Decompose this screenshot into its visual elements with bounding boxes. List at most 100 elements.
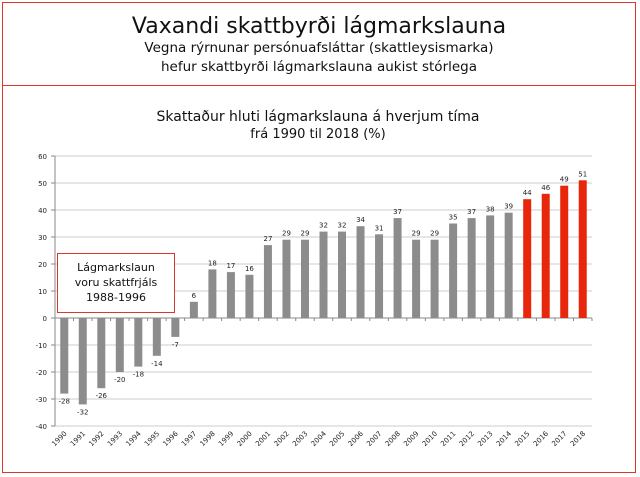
x-tick-label: 1995 (143, 430, 161, 448)
bar (263, 245, 272, 318)
bar (208, 269, 217, 318)
x-tick-label: 2009 (402, 430, 420, 448)
bar (226, 272, 235, 318)
data-label: 18 (208, 259, 217, 267)
data-label: 27 (263, 235, 272, 243)
y-tick-label: 40 (38, 207, 47, 215)
bar (523, 199, 532, 318)
bar (560, 185, 569, 318)
y-tick-label: 50 (38, 180, 47, 188)
slide-header: Vaxandi skattbyrði lágmarkslauna Vegna r… (2, 2, 636, 86)
x-tick-label: 2013 (476, 430, 494, 448)
bar (282, 239, 291, 318)
bar (430, 239, 439, 318)
bar (152, 318, 161, 356)
x-tick-label: 2015 (513, 430, 531, 448)
bar (115, 318, 124, 372)
y-tick-label: -20 (36, 369, 47, 377)
x-tick-label: 2000 (236, 430, 254, 448)
x-tick-label: 1991 (69, 430, 87, 448)
x-tick-label: 1997 (180, 430, 198, 448)
y-tick-label: 0 (43, 315, 47, 323)
data-label: 32 (319, 222, 328, 230)
data-label: -28 (59, 398, 70, 406)
data-label: 34 (356, 216, 365, 224)
data-label: 44 (523, 189, 532, 197)
x-tick-label: 2008 (384, 430, 402, 448)
data-label: 51 (578, 170, 587, 178)
data-label: -20 (114, 376, 125, 384)
data-label: 37 (467, 208, 476, 216)
x-tick-label: 1994 (124, 429, 143, 448)
y-tick-label: 30 (38, 234, 47, 242)
data-label: 31 (375, 224, 384, 232)
bar (449, 223, 458, 318)
bar (578, 180, 587, 318)
x-tick-label: 1993 (106, 430, 124, 448)
bar (78, 318, 87, 405)
bar (245, 274, 254, 318)
data-label: -32 (77, 408, 88, 416)
annotation-line-3: 1988-1996 (86, 291, 146, 304)
x-tick-label: 2006 (347, 429, 366, 448)
bar (393, 218, 402, 318)
bar (375, 234, 384, 318)
data-label: 35 (449, 214, 458, 222)
data-label: 32 (338, 222, 347, 230)
bar (300, 239, 309, 318)
data-label: 39 (504, 203, 513, 211)
x-tick-label: 2016 (532, 429, 551, 448)
data-label: 37 (393, 208, 402, 216)
data-label: 46 (541, 184, 550, 192)
annotation-line-1: Lágmarkslaun (77, 261, 155, 274)
y-tick-label: -10 (36, 342, 47, 350)
chart-title-1: Skattaður hluti lágmarkslauna á hverjum … (157, 109, 480, 125)
data-label: -18 (133, 371, 144, 379)
data-label: 29 (412, 230, 421, 238)
data-label: 6 (192, 292, 197, 300)
slide-subtitle-1: Vegna rýrnunar persónuafsláttar (skattle… (144, 40, 494, 56)
x-tick-label: 1996 (162, 429, 181, 448)
x-tick-label: 2017 (550, 430, 568, 448)
y-tick-label: 60 (38, 153, 47, 161)
y-tick-label: -30 (36, 396, 47, 404)
y-tick-label: 20 (38, 261, 47, 269)
x-tick-label: 2018 (569, 430, 587, 448)
bar (541, 193, 550, 318)
x-tick-label: 2011 (439, 430, 457, 448)
x-tick-label: 2007 (365, 430, 383, 448)
annotation-line-2: voru skattfrjáls (74, 276, 158, 289)
slide-subtitle-2: hefur skattbyrði lágmarkslauna aukist st… (160, 59, 478, 75)
slide-title: Vaxandi skattbyrði lágmarkslauna (131, 14, 507, 39)
data-label: 16 (245, 265, 254, 273)
x-tick-label: 1992 (87, 430, 105, 448)
x-tick-label: 2003 (291, 430, 309, 448)
x-tick-label: 2001 (254, 430, 272, 448)
data-label: 49 (560, 176, 569, 184)
data-label: 17 (226, 262, 235, 270)
bar (338, 231, 347, 318)
bar (97, 318, 106, 389)
x-tick-label: 2005 (328, 430, 346, 448)
data-label: -14 (151, 360, 163, 368)
annotation-box: Lágmarkslaun voru skattfrjáls 1988-1996 (57, 253, 175, 313)
bar (467, 218, 476, 318)
chart-title-2: frá 1990 til 2018 (%) (250, 127, 385, 142)
bar (189, 301, 198, 318)
bar (356, 226, 365, 318)
y-tick-label: -40 (36, 423, 47, 431)
bar (486, 215, 495, 318)
x-tick-label: 2010 (421, 430, 439, 448)
bar (134, 318, 143, 367)
bar (319, 231, 328, 318)
bar (412, 239, 421, 318)
data-label: 38 (486, 205, 495, 213)
bar (504, 212, 513, 318)
x-tick-label: 2012 (458, 430, 476, 448)
bar (60, 318, 69, 394)
data-label: -26 (96, 392, 108, 400)
x-tick-label: 1998 (199, 430, 217, 448)
data-label: 29 (282, 230, 291, 238)
data-label: 29 (430, 230, 439, 238)
